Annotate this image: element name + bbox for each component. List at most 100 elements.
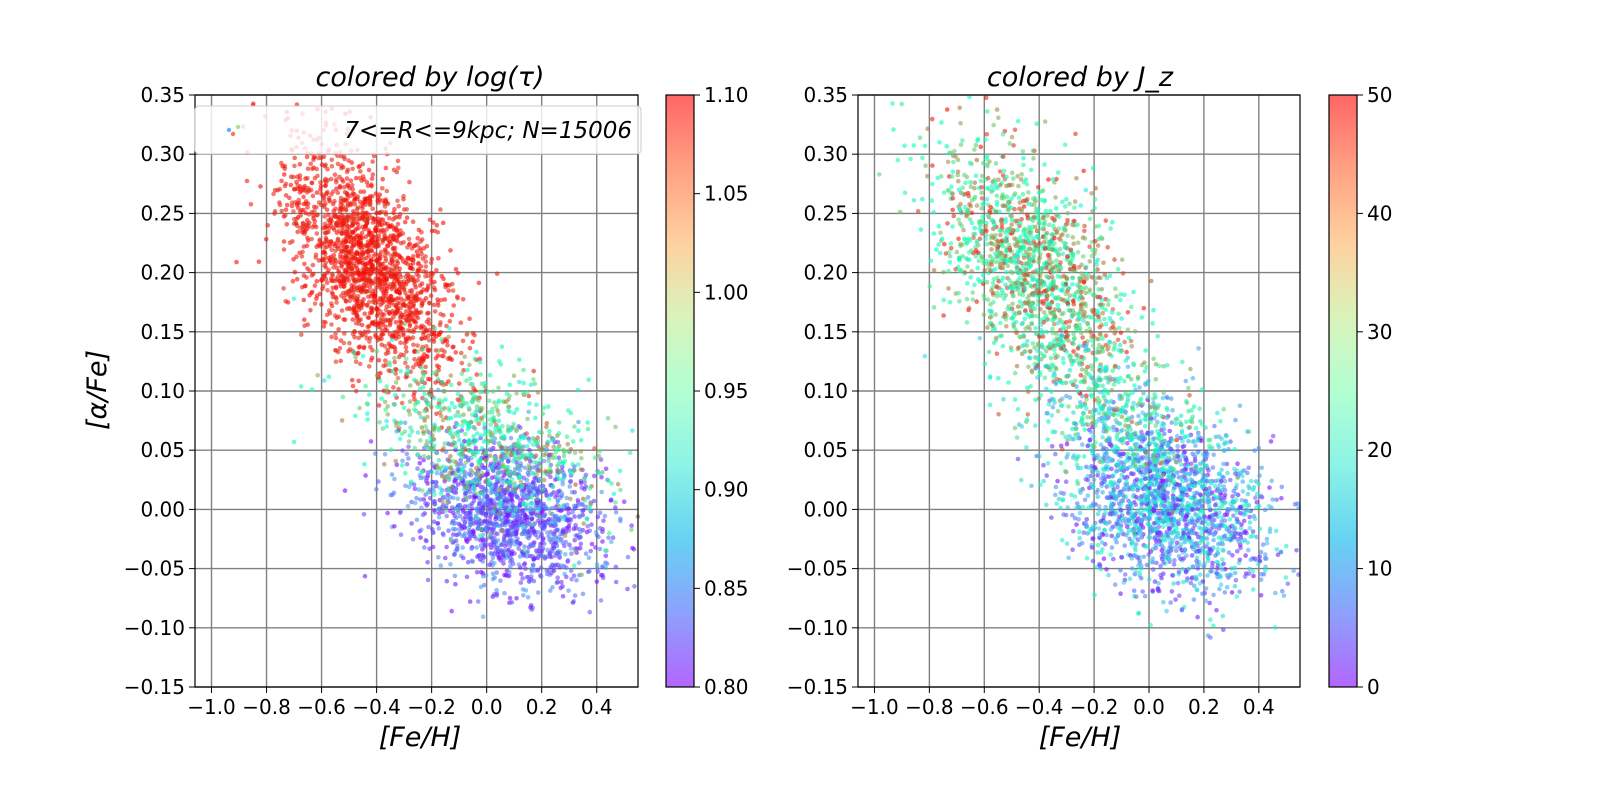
scatter-point <box>593 545 598 550</box>
scatter-point <box>520 508 526 513</box>
scatter-point <box>492 400 497 405</box>
scatter-point <box>347 298 353 304</box>
scatter-point <box>452 404 458 410</box>
scatter-point <box>455 391 461 397</box>
scatter-point <box>329 334 334 340</box>
scatter-point <box>572 506 577 511</box>
scatter-point <box>345 182 351 187</box>
scatter-point <box>430 479 435 485</box>
scatter-point <box>429 256 435 262</box>
scatter-point <box>459 360 465 366</box>
scatter-point <box>1064 417 1070 423</box>
scatter-point <box>597 525 603 531</box>
scatter-point <box>521 367 526 373</box>
scatter-point <box>974 299 979 304</box>
scatter-point <box>1110 219 1115 225</box>
scatter-point <box>472 356 478 362</box>
scatter-point <box>407 399 413 404</box>
scatter-point <box>516 437 522 443</box>
scatter-point <box>354 296 359 301</box>
scatter-point <box>356 335 362 341</box>
scatter-point <box>394 423 399 429</box>
scatter-point <box>304 275 309 280</box>
scatter-point <box>992 326 998 332</box>
scatter-point <box>1044 265 1049 271</box>
scatter-point <box>604 561 610 566</box>
scatter-point <box>503 479 508 485</box>
scatter-point <box>476 280 482 286</box>
scatter-point <box>1070 281 1075 287</box>
scatter-point <box>561 461 566 466</box>
scatter-point <box>584 516 589 521</box>
scatter-point <box>394 169 400 175</box>
scatter-point <box>419 251 424 257</box>
scatter-point <box>613 509 619 515</box>
scatter-point <box>353 388 359 394</box>
scatter-point <box>942 241 947 247</box>
scatter-point <box>377 378 383 384</box>
scatter-point <box>989 189 994 195</box>
scatter-point <box>430 544 436 550</box>
scatter-point <box>545 443 550 448</box>
scatter-point <box>466 405 472 411</box>
scatter-point <box>328 176 334 182</box>
scatter-point <box>283 299 289 304</box>
legend-marker <box>230 131 236 137</box>
scatter-point <box>277 202 283 208</box>
scatter-point <box>351 235 357 241</box>
scatter-point <box>341 237 347 243</box>
scatter-point <box>1034 121 1039 126</box>
scatter-point <box>487 478 492 484</box>
scatter-point <box>338 260 344 266</box>
scatter-point <box>1000 192 1006 197</box>
scatter-point <box>586 555 592 560</box>
scatter-point <box>420 488 425 493</box>
scatter-point <box>444 513 450 519</box>
scatter-point <box>962 236 967 242</box>
scatter-point <box>961 227 966 233</box>
scatter-point <box>949 174 955 179</box>
scatter-point <box>398 340 403 346</box>
scatter-point <box>296 205 301 211</box>
scatter-point <box>568 478 573 484</box>
scatter-point <box>307 293 312 298</box>
colorbar-tick-label: 0.80 <box>704 675 749 699</box>
scatter-point <box>295 229 301 235</box>
scatter-point <box>291 221 297 226</box>
scatter-point <box>1015 118 1021 124</box>
scatter-point <box>535 590 541 595</box>
scatter-point <box>902 190 908 196</box>
scatter-point <box>498 362 504 367</box>
scatter-point <box>529 569 535 574</box>
scatter-point <box>431 443 437 448</box>
scatter-point <box>404 215 410 220</box>
scatter-point <box>532 381 538 387</box>
scatter-point <box>474 437 480 443</box>
scatter-point <box>545 571 550 577</box>
scatter-point <box>968 180 973 185</box>
scatter-point <box>403 309 409 314</box>
scatter-point <box>396 165 401 171</box>
scatter-point <box>455 422 460 428</box>
scatter-point <box>438 413 444 419</box>
scatter-point <box>425 490 431 495</box>
scatter-point <box>423 364 428 370</box>
scatter-point <box>908 156 913 162</box>
scatter-point <box>431 220 436 225</box>
scatter-point <box>301 297 307 303</box>
scatter-point <box>609 481 614 486</box>
scatter-point <box>395 296 401 301</box>
scatter-point <box>588 501 594 507</box>
scatter-point <box>453 581 458 587</box>
scatter-point <box>947 253 953 259</box>
scatter-point <box>965 264 970 269</box>
scatter-point <box>509 493 515 499</box>
scatter-point <box>298 225 303 231</box>
scatter-point <box>360 161 366 167</box>
scatter-point <box>302 261 307 267</box>
scatter-point <box>461 368 466 373</box>
scatter-point <box>487 372 493 378</box>
scatter-point <box>1082 223 1087 229</box>
scatter-point <box>425 481 430 486</box>
scatter-point <box>311 271 316 277</box>
